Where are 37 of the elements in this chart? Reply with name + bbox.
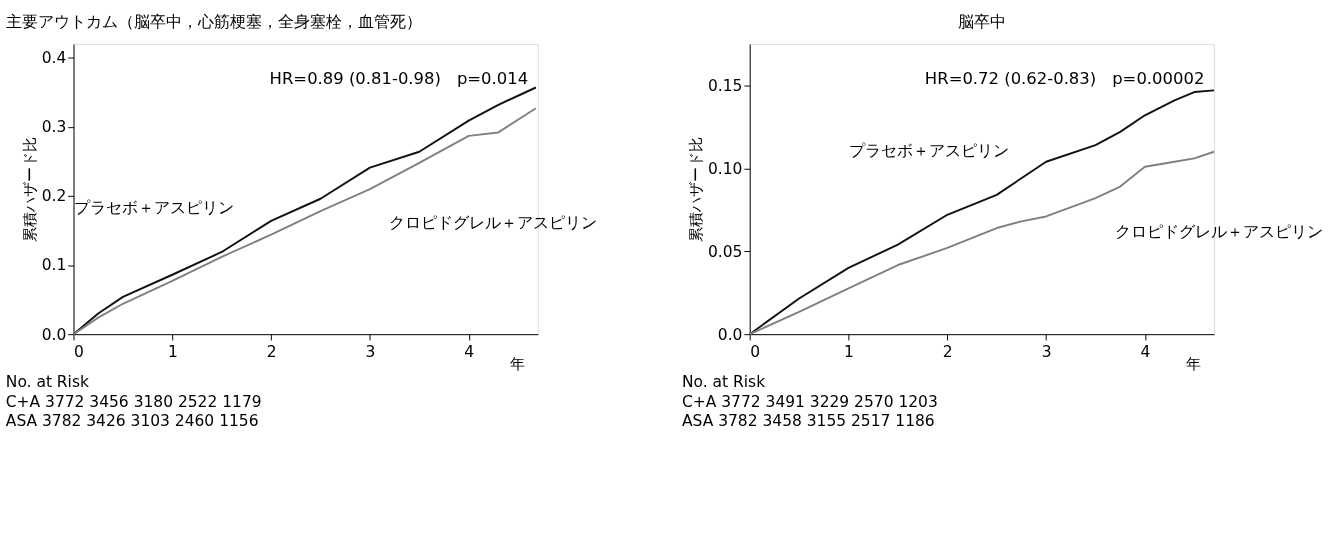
x-tick-label: 2 [942,342,953,361]
y-tick-label: 0.1 [41,256,67,275]
text: ASA 3782 3458 3155 2517 1186 [681,412,935,431]
x-axis-title: 年 [509,354,525,373]
y-tick-label: 0.10 [708,159,743,178]
x-tick-label: 4 [464,342,475,361]
text: No. at Risk [5,373,89,392]
series-label: プラセボ＋アスピリン [74,198,234,218]
chart-title: 主要アウトカム（脳卒中，心筋梗塞，全身塞栓，血管死） [5,11,422,31]
y-tick-label: 0.3 [41,118,67,137]
y-tick-label: 0.0 [717,325,743,344]
x-tick-label: 0 [750,342,761,361]
series-label: プラセボ＋アスピリン [848,141,1009,161]
x-tick-label: 2 [266,342,277,361]
x-tick-label: 1 [844,342,854,361]
y-tick-label: 0.0 [41,325,67,344]
x-tick-label: 0 [74,342,84,361]
text: ASA 3782 3426 3103 2460 1156 [5,412,259,431]
series-label: クロピドグレル＋アスピリン [1114,221,1323,241]
text: C+A 3772 3456 3180 2522 1179 [5,392,262,411]
series-label: クロピドグレル＋アスピリン [389,212,598,232]
y-tick-label: 0.4 [41,49,67,68]
x-tick-label: 1 [167,342,178,361]
x-tick-label: 3 [365,342,376,361]
x-axis-title: 年 [1185,354,1201,373]
chart-title: 脳卒中 [957,11,1006,31]
y-tick-label: 0.05 [708,242,743,261]
annotation: HR=0.89 (0.81-0.98) p=0.014 [269,68,529,88]
text: No. at Risk [681,373,766,392]
y-tick-label: 0.15 [708,76,743,95]
y-axis-title: 累積ハザード比 [688,137,705,243]
text: C+A 3772 3491 3229 2570 1203 [681,392,938,411]
annotation: HR=0.72 (0.62-0.83) p=0.00002 [924,68,1205,88]
y-tick-label: 0.2 [41,187,67,206]
y-axis-title: 累積ハザード比 [21,137,38,243]
x-tick-label: 3 [1041,342,1052,361]
x-tick-label: 4 [1140,342,1151,361]
